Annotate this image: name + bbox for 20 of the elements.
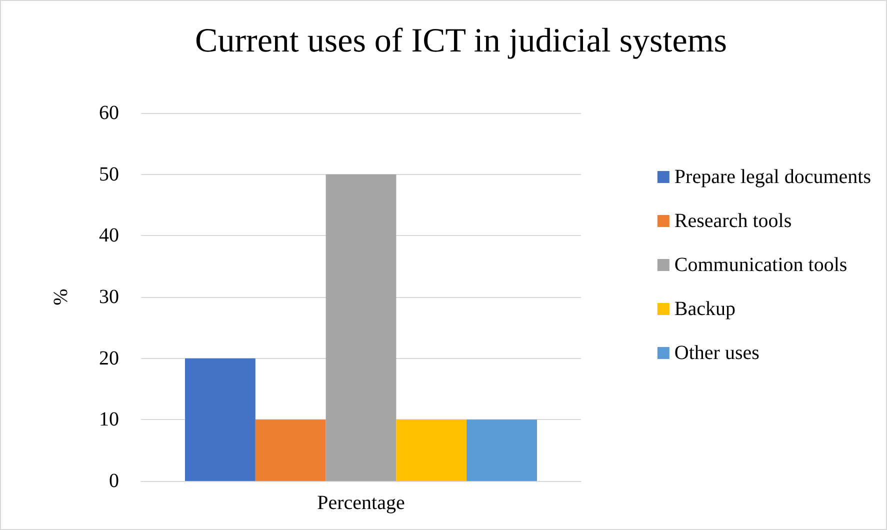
chart-title: Current uses of ICT in judicial systems bbox=[195, 22, 727, 60]
bar bbox=[185, 358, 256, 481]
legend-label: Backup bbox=[674, 298, 736, 320]
y-tick-label: 0 bbox=[109, 470, 119, 492]
y-tick-label: 30 bbox=[99, 286, 119, 308]
y-tick-label: 60 bbox=[99, 102, 119, 124]
y-tick-label: 40 bbox=[99, 224, 119, 247]
bar bbox=[396, 420, 467, 481]
legend-label: Prepare legal documents bbox=[674, 166, 872, 188]
bar bbox=[466, 420, 537, 481]
legend-label: Communication tools bbox=[674, 254, 848, 276]
y-axis-title: % bbox=[50, 288, 72, 306]
bar bbox=[255, 420, 326, 481]
x-tick-label: Percentage bbox=[317, 492, 405, 514]
y-tick-label: 20 bbox=[99, 347, 119, 370]
y-tick-label: 10 bbox=[99, 408, 119, 431]
bar bbox=[326, 174, 396, 481]
legend-label: Research tools bbox=[674, 210, 792, 232]
y-tick-label: 50 bbox=[99, 163, 119, 186]
legend-label: Other uses bbox=[674, 342, 760, 364]
